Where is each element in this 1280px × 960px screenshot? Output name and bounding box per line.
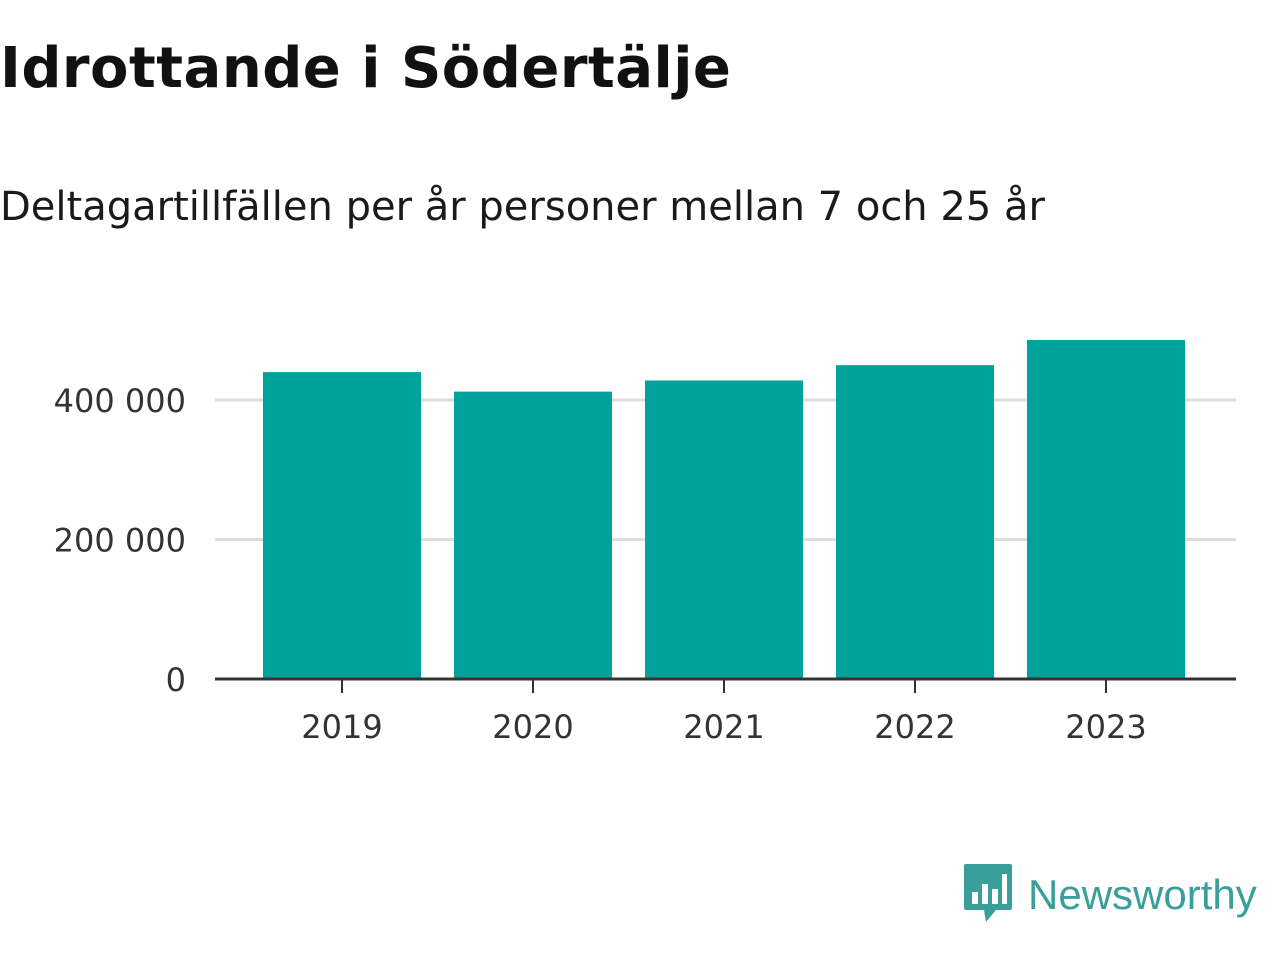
bar-2019 <box>263 372 421 679</box>
x-tick-label: 2021 <box>683 708 764 746</box>
bar-2023 <box>1027 340 1185 679</box>
x-tick-label: 2019 <box>301 708 382 746</box>
brand-name: Newsworthy <box>1028 871 1257 918</box>
chart-subtitle: Deltagartillfällen per år personer mella… <box>0 184 1045 230</box>
axes <box>215 677 1236 693</box>
newsworthy-logo-icon <box>962 862 1014 928</box>
tick-labels: 0 200 000 400 000 2019 2020 2021 2022 2023 <box>54 382 1147 746</box>
x-tick-label: 2020 <box>492 708 573 746</box>
y-tick-label: 400 000 <box>54 382 186 420</box>
chart-title: Idrottande i Södertälje <box>0 36 732 101</box>
y-tick-label: 200 000 <box>54 522 186 560</box>
x-tick-label: 2022 <box>874 708 955 746</box>
bars <box>263 340 1185 679</box>
brand-logo: Newsworthy <box>962 862 1257 928</box>
bar-2021 <box>645 380 803 679</box>
y-tick-label: 0 <box>166 661 186 699</box>
bar-2022 <box>836 365 994 679</box>
x-tick-label: 2023 <box>1065 708 1146 746</box>
bar-2020 <box>454 391 612 679</box>
